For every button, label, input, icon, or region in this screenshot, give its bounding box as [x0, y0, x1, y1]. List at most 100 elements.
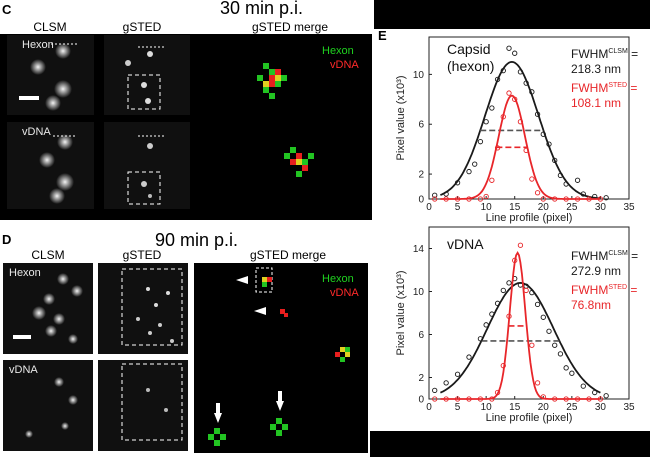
plot-top-title-line2: (hexon) [447, 58, 495, 74]
plot-top-fwhm-sted-label: FWHM [571, 81, 609, 95]
plot-top-clsm-point-9 [500, 67, 506, 74]
plot-bottom-sted-point-19 [597, 396, 604, 402]
plot-bottom-clsm-point-13 [529, 289, 535, 296]
plot-top-sted-curve [440, 94, 601, 200]
plot-bottom-clsm-point-5 [483, 322, 489, 328]
panel-d-gsted-vdna-image [98, 360, 188, 451]
panel-d-gsted-hexon-svg [121, 268, 183, 346]
plot-bottom-fwhm-sted-sup: STED [608, 284, 627, 291]
panel-d-title: 90 min p.i. [155, 230, 239, 250]
plot-bottom-sted-point-13 [534, 380, 541, 386]
plot-top-fwhm-sted-sup: STED [608, 82, 627, 89]
plot-bottom-sted-point-11 [523, 287, 529, 294]
plot-bottom-sted-point-17 [574, 396, 581, 402]
plot-bottom-xtick-label-0: 0 [426, 402, 432, 413]
panel-c-row2-label: vDNA [22, 126, 51, 138]
plot-bottom-clsm-point-23 [603, 393, 609, 399]
plot-bottom-clsm-point-22 [592, 389, 598, 396]
plot-top-fwhm-clsm-suffix: = [627, 47, 639, 61]
panel-d-clsm-hexon-image: Hexon [3, 263, 93, 354]
plot-bottom-xtick-label-6: 30 [595, 402, 607, 413]
plot-bottom-sted-point-0 [432, 396, 438, 402]
plot-top-clsm-point-11 [512, 50, 518, 56]
plot-bottom-sted-point-7 [500, 363, 506, 369]
plot-top-ylabel: Pixel value (x10³) [395, 76, 407, 161]
panel-c-letter: C [2, 2, 12, 17]
plot-top-title: Capsid (hexon) [447, 41, 494, 75]
plot-top-fwhm-sted-suffix: = [627, 81, 638, 95]
plot-top-sted-point-14 [534, 190, 541, 196]
plot-top-sted-point-11 [517, 119, 524, 125]
plot-top-clsm-point-18 [552, 157, 558, 164]
plot-bottom-fwhm-clsm-sup: CLSM [608, 250, 628, 257]
plot-bottom-xlabel: Line profile (pixel) [486, 412, 573, 424]
panel-e-letter: E [378, 28, 387, 43]
plot-bottom-fwhm-clsm-label: FWHM [571, 249, 609, 263]
plot-top-clsm-point-13 [523, 80, 529, 86]
plot-top-clsm-point-21 [574, 177, 581, 183]
plot-bottom-xtick-label-7: 35 [623, 402, 635, 413]
plot-top-clsm-point-17 [546, 141, 552, 147]
plot-bottom-title-line1: vDNA [447, 236, 484, 252]
plot-bottom-sted-point-2 [454, 396, 461, 402]
plot-top-sted-point-2 [454, 196, 461, 202]
plot-top-fwhm-clsm-label: FWHM [571, 47, 609, 61]
plot-top-sted-point-8 [500, 114, 506, 120]
plot-top-sted-point-0 [432, 196, 438, 202]
panel-c-clsm-hexon-image: Hexon [7, 35, 94, 115]
plot-top-clsm-point-20 [563, 181, 569, 187]
plot-bottom-title: vDNA [447, 236, 484, 253]
panel-d-clsm-hexon-svg [13, 273, 83, 344]
panel-c-merge-image: Hexon vDNA [195, 35, 367, 210]
plot-bottom-clsm-point-21 [580, 383, 586, 389]
plot-bottom-sted-point-8 [506, 313, 512, 319]
panel-c-col-clsm: CLSM [33, 20, 67, 34]
plot-top-xtick-label-2: 10 [481, 202, 493, 213]
plot-top-sted-point-18 [574, 196, 581, 202]
plot-bottom-ytick-label-3: 10 [413, 287, 425, 298]
plot-bottom-sted-point-10 [517, 242, 524, 248]
plot-bottom-fwhm-clsm: FWHMCLSM = 272.9 nm [571, 246, 638, 279]
panel-d-col-gsted: gSTED [122, 248, 162, 262]
panel-c-clsm-vdna-svg [39, 134, 77, 204]
panel-c-merge-hexon-label: Hexon [322, 45, 354, 57]
plot-bottom-ytick-label-1: 2 [418, 373, 424, 384]
plot-bottom-clsm-point-9 [506, 280, 512, 286]
plot-bottom-sted-point-5 [489, 396, 495, 402]
plot-bottom-sted-point-1 [443, 396, 449, 402]
panel-d-col-clsm: CLSM [31, 248, 65, 262]
plot-top-clsm-point-5 [477, 139, 484, 145]
plot-bottom-xtick-label-1: 5 [455, 402, 461, 413]
plot-top-title-line1: Capsid [447, 41, 491, 57]
plot-top-sted-point-9 [506, 90, 512, 96]
plot-bottom-sted-point-3 [466, 396, 472, 402]
plot-bottom-sted-point-6 [494, 389, 501, 396]
plot-bottom-xtick-label-3: 15 [509, 402, 521, 413]
panel-c-gsted-vdna-image [104, 122, 190, 209]
plot-top-xtick-label-7: 35 [623, 202, 635, 213]
plot-bottom-sted-point-16 [563, 396, 569, 402]
panel-d-gsted-vdna-svg [121, 363, 183, 441]
plot-top-clsm-point-1 [443, 191, 449, 197]
plot-bottom-clsm-point-20 [569, 370, 575, 376]
panel-d-merge-image: Hexon vDNA [194, 263, 368, 453]
plot-top-sted-point-5 [483, 193, 489, 200]
plot-bottom-clsm-point-14 [534, 301, 541, 308]
plot-bottom-clsm-point-0 [432, 387, 438, 394]
plot-top-clsm-point-22 [580, 191, 586, 197]
plot-bottom-sted-point-15 [552, 396, 558, 402]
panel-d-merge-hexon-label: Hexon [322, 273, 354, 285]
plot-top-clsm-point-0 [432, 192, 438, 198]
panel-c-merge-vdna-label: vDNA [330, 59, 359, 71]
plot-top-xtick-label-5: 25 [566, 202, 578, 213]
panel-c-clsm-hexon-svg [19, 43, 77, 111]
plot-bottom-sted-point-9 [512, 257, 518, 263]
plot-bottom-fwhm-clsm-suffix: = [627, 249, 639, 263]
plot-top-clsm-point-15 [534, 111, 541, 117]
plot-bottom-xtick-label-4: 20 [538, 402, 550, 413]
plot-top-sted-point-13 [529, 176, 535, 182]
plot-bottom-clsm-point-16 [546, 328, 552, 334]
panel-d-row1-label: Hexon [9, 267, 41, 279]
